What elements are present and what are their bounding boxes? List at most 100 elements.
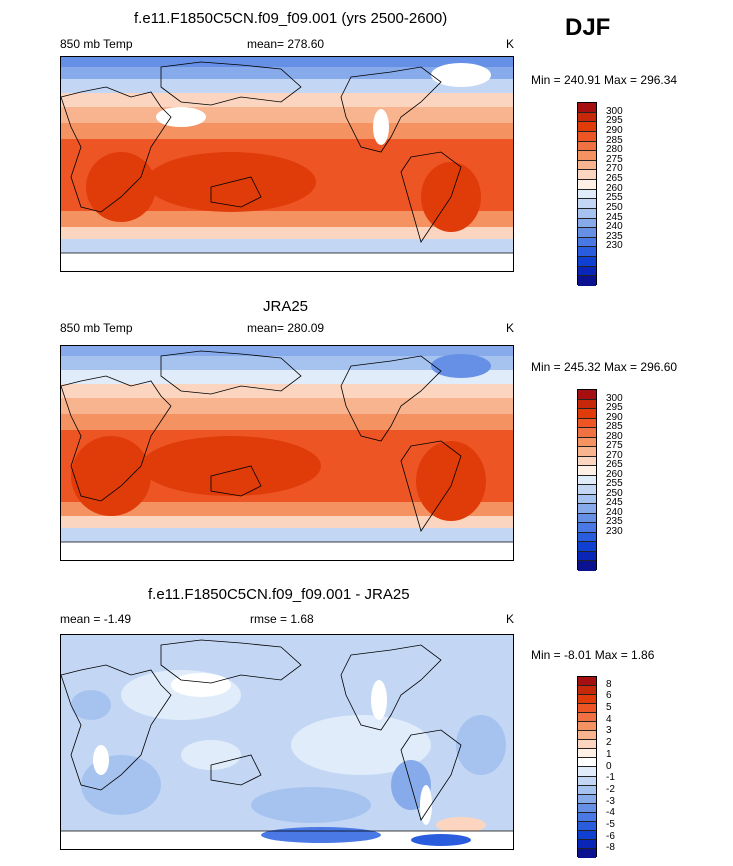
colorbar-segment [578,848,596,858]
colorbar-tick-label: 250 [606,487,623,499]
colorbar-tick-label: 4 [606,713,612,725]
colorbar-tick-label: 300 [606,105,623,117]
colorbar-tick-label: 285 [606,421,623,433]
colorbar-tick-label: 275 [606,440,623,452]
colorbar-segment [578,456,596,467]
colorbar-segment [578,218,596,229]
colorbar-tick-label: 270 [606,163,623,175]
colorbar-tick-label: 300 [606,392,623,404]
colorbar-segment [578,686,596,696]
panel3-rmse-label: rmse = 1.68 [250,612,314,626]
panel2-colorbar [577,389,597,571]
colorbar-tick-label: 290 [606,411,623,423]
colorbar-segment [578,131,596,142]
colorbar-segment [578,199,596,209]
colorbar-tick-label: 230 [606,525,623,537]
colorbar-segment [578,428,596,438]
colorbar-segment [578,390,596,400]
colorbar-segment [578,722,596,732]
colorbar-segment [578,812,596,822]
colorbar-segment [578,485,596,495]
colorbar-segment [578,247,596,257]
colorbar-segment [578,776,596,786]
panel3-map [60,634,514,850]
colorbar-segment [578,839,596,849]
colorbar-segment [578,542,596,552]
panel3-title: f.e11.F1850C5CN.f09_f09.001 - JRA25 [148,586,410,603]
colorbar-tick-label: -4 [606,807,615,819]
colorbar-tick-label: 240 [606,221,623,233]
colorbar-segment [578,767,596,777]
colorbar-tick-label: -3 [606,795,615,807]
colorbar-segment [578,830,596,840]
colorbar-segment [578,399,596,410]
colorbar-segment [578,122,596,132]
colorbar-tick-label: 260 [606,468,623,480]
colorbar-tick-label: 295 [606,402,623,414]
colorbar-tick-label: 0 [606,760,612,772]
colorbar-segment [578,257,596,267]
colorbar-segment [578,532,596,543]
panel1-mean-label: mean= 278.60 [247,37,325,51]
colorbar-segment [578,704,596,714]
panel1-minmax: Min = 240.91 Max = 296.34 [531,73,678,87]
colorbar-tick-label: 270 [606,449,623,461]
colorbar-segment [578,266,596,277]
colorbar-tick-label: -6 [606,830,615,842]
colorbar-segment [578,409,596,419]
colorbar-segment [578,794,596,804]
colorbar-tick-label: 280 [606,144,623,156]
colorbar-segment [578,740,596,750]
colorbar-tick-label: 245 [606,211,623,223]
colorbar-tick-label: 255 [606,478,623,490]
colorbar-tick-label: 275 [606,153,623,165]
colorbar-segment [578,112,596,123]
colorbar-tick-label: 230 [606,240,623,252]
colorbar-segment [578,677,596,687]
colorbar-tick-label: 1 [606,748,612,760]
colorbar-segment [578,758,596,768]
panel2-minmax: Min = 245.32 Max = 296.60 [531,360,678,374]
panel1-variable-label: 850 mb Temp [60,37,133,51]
colorbar-tick-label: 2 [606,737,612,749]
colorbar-segment [578,504,596,514]
colorbar-tick-label: 260 [606,182,623,194]
colorbar-segment [578,276,596,286]
panel3-units: K [506,612,515,626]
colorbar-segment [578,151,596,161]
colorbar-segment [578,189,596,200]
colorbar-segment [578,475,596,486]
panel3-colorbar [577,676,597,858]
colorbar-tick-label: 5 [606,702,612,714]
colorbar-segment [578,494,596,505]
colorbar-segment [578,513,596,524]
colorbar-segment [578,803,596,813]
colorbar-segment [578,208,596,219]
colorbar-segment [578,551,596,562]
colorbar-tick-label: 265 [606,459,623,471]
panel2-map [60,345,514,561]
colorbar-segment [578,749,596,759]
colorbar-segment [578,523,596,533]
season-label: DJF [565,14,611,41]
panel3-mean-label: mean = -1.49 [60,612,132,626]
colorbar-tick-label: 6 [606,690,612,702]
colorbar-segment [578,447,596,457]
panel2-mean-label: mean= 280.09 [247,321,325,335]
colorbar-tick-label: 280 [606,430,623,442]
colorbar-tick-label: 240 [606,506,623,518]
colorbar-tick-label: 235 [606,516,623,528]
colorbar-tick-label: -8 [606,842,615,854]
colorbar-segment [578,731,596,741]
panel2-title: JRA25 [263,298,309,315]
colorbar-segment [578,561,596,571]
colorbar-tick-label: 265 [606,173,623,185]
colorbar-segment [578,713,596,723]
panel1-units: K [506,37,515,51]
colorbar-tick-label: 235 [606,230,623,242]
colorbar-segment [578,228,596,238]
colorbar-tick-label: 290 [606,124,623,136]
panel1-colorbar [577,102,597,286]
panel2-variable-label: 850 mb Temp [60,321,133,335]
colorbar-segment [578,695,596,705]
